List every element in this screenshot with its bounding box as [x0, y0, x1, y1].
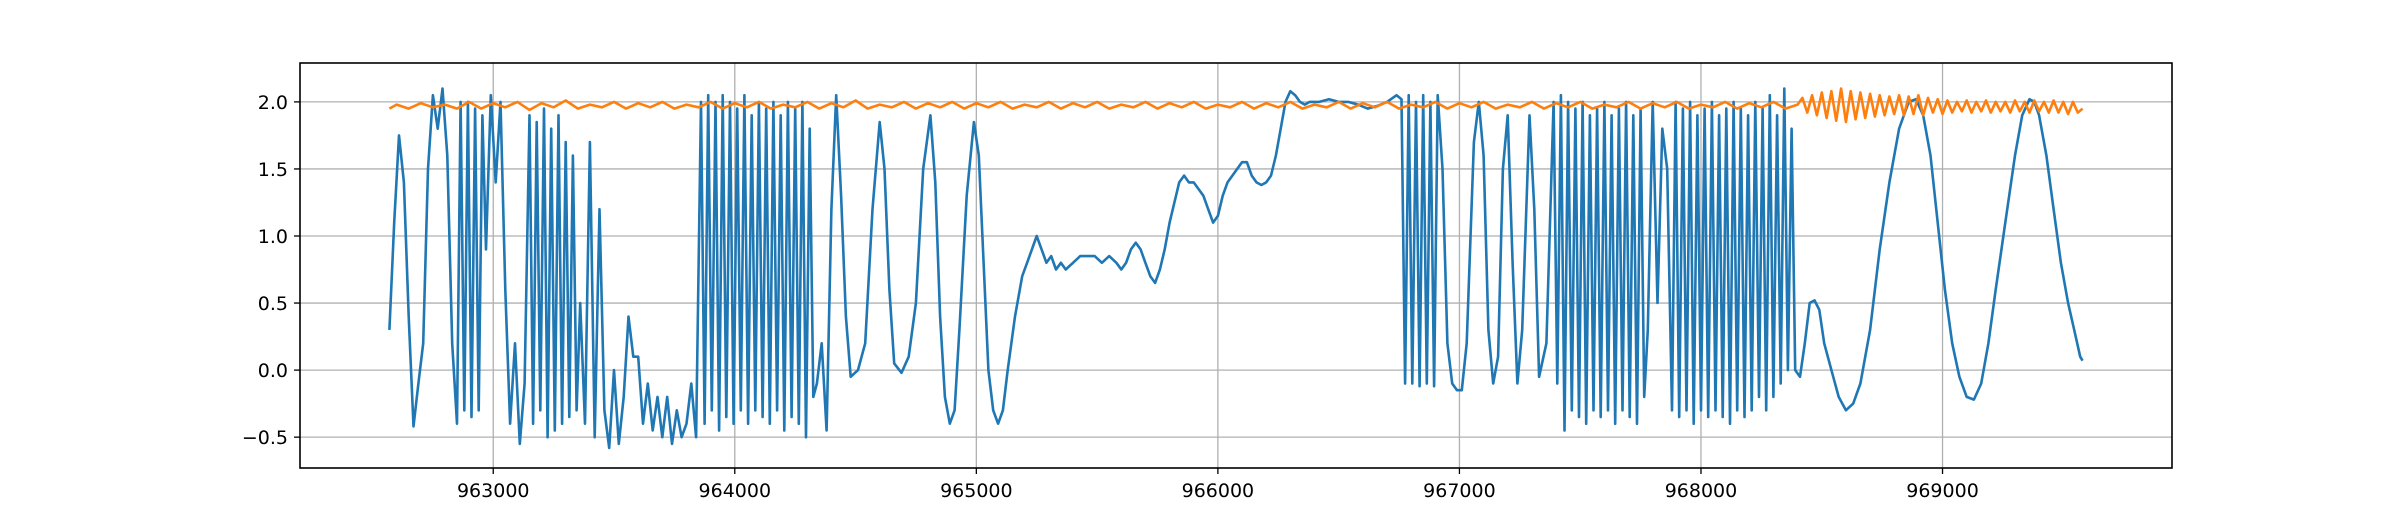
y-tick-label: 0.5 [258, 293, 288, 315]
x-tick-label: 966000 [1182, 480, 1255, 502]
series-line-2 [388, 87, 2084, 124]
x-tick-label: 967000 [1423, 480, 1496, 502]
series-layer [388, 87, 2084, 450]
x-tick-label: 964000 [699, 480, 772, 502]
y-tick-label: 0.0 [258, 360, 288, 382]
x-tick-label: 965000 [940, 480, 1013, 502]
y-tick-label: 2.0 [258, 92, 288, 114]
y-axis: −0.5 0.0 0.5 1.0 1.5 2.0 [242, 92, 300, 449]
plot-frame [299, 62, 2173, 469]
x-tick-label: 963000 [457, 480, 530, 502]
y-tick-label: 1.0 [258, 226, 288, 248]
series-line-1 [388, 87, 2084, 450]
x-axis: 963000 964000 965000 966000 967000 968000 9690… [457, 468, 1979, 502]
y-tick-label: 1.5 [258, 159, 288, 181]
x-tick-label: 968000 [1665, 480, 1738, 502]
y-tick-label: −0.5 [242, 427, 288, 449]
x-tick-label: 969000 [1906, 480, 1979, 502]
